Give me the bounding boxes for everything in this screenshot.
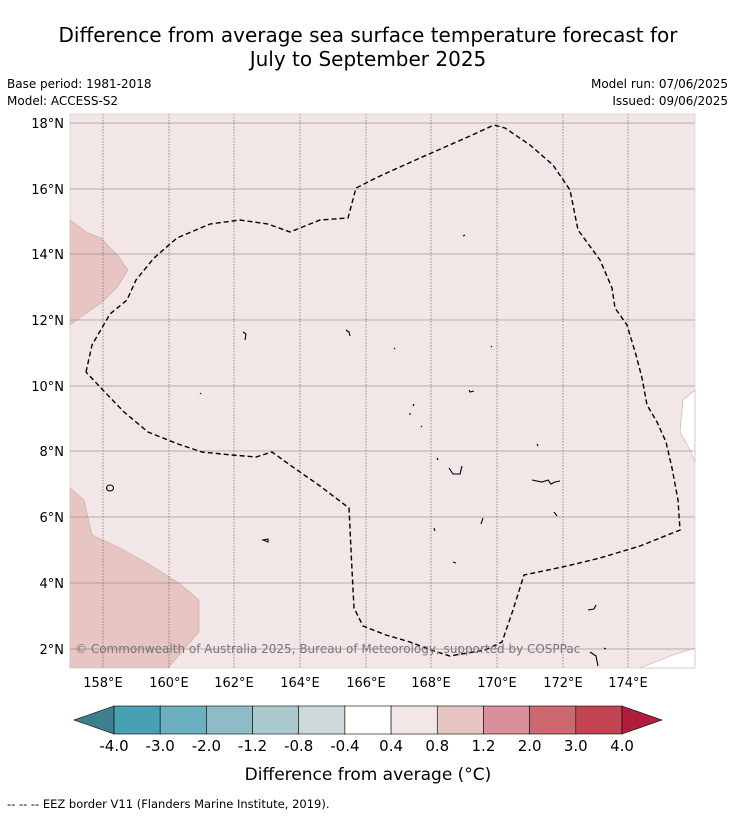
chart-title-line2: July to September 2025: [249, 47, 487, 71]
island-outline: [468, 389, 475, 393]
colorbar: -4.0 -3.0 -2.0 -1.2 -0.8 -0.4 0.4 0.8 1.2 2.0 3.0 4…: [73, 705, 663, 755]
model-name: Model: ACCESS-S2: [7, 94, 119, 108]
island-outline: [553, 511, 558, 517]
lon-label: 168°E: [411, 676, 451, 691]
island-outline: [433, 527, 436, 532]
copyright-notice: © Commonwealth of Australia 2025, Bureau…: [75, 642, 580, 656]
colorbar-segment: [113, 705, 161, 735]
map-frame: [69, 113, 696, 669]
colorbar-label: Difference from average (°C): [245, 765, 492, 785]
colorbar-segment: [575, 705, 623, 735]
lon-label: 170°E: [477, 676, 517, 691]
colorbar-tick-label: 0.4: [379, 737, 403, 755]
map-background: [70, 114, 695, 668]
issued-date: Issued: 09/06/2025: [612, 94, 728, 108]
lon-label: 174°E: [608, 676, 648, 691]
lat-label: 12°N: [31, 314, 64, 329]
colorbar-tick-label: -0.8: [284, 737, 313, 755]
eez-border-note: -- -- -- EEZ border V11 (Flanders Marine…: [7, 797, 329, 811]
lon-label: 166°E: [346, 676, 386, 691]
latitude-axis: 18°N 16°N 14°N 12°N 10°N 8°N 6°N 4°N 2°N: [31, 117, 64, 658]
colorbar-extend-high: [621, 705, 663, 735]
island-outline: [531, 479, 561, 485]
lon-label: 164°E: [280, 676, 320, 691]
colorbar-tick-label: -0.4: [330, 737, 359, 755]
colorbar-segment: [298, 705, 346, 735]
island-outline: [589, 651, 599, 667]
island-outline: [261, 538, 269, 543]
lon-label: 172°E: [543, 676, 583, 691]
anomaly-region-west-upper: [69, 219, 129, 326]
island-outline: [420, 425, 423, 428]
island-outline: [536, 443, 539, 447]
island-outline: [490, 345, 493, 348]
island-outline: [452, 561, 457, 564]
island-outline: [448, 465, 463, 475]
island-outline: [462, 234, 466, 237]
island-outline: [393, 347, 396, 350]
lat-label: 14°N: [31, 248, 64, 263]
island-outline: [603, 647, 607, 650]
longitude-axis: 158°E 160°E 162°E 164°E 166°E 168°E 170°…: [83, 676, 648, 691]
colorbar-extend-low: [73, 705, 115, 735]
lat-label: 16°N: [31, 183, 64, 198]
colorbar-segment: [529, 705, 577, 735]
lat-label: 18°N: [31, 117, 64, 132]
colorbar-tick-label: -2.0: [192, 737, 221, 755]
lat-label: 6°N: [40, 511, 65, 526]
colorbar-segment: [252, 705, 300, 735]
colorbar-segment: [436, 705, 484, 735]
lat-label: 10°N: [31, 380, 64, 395]
island-outline: [242, 331, 247, 341]
lon-label: 160°E: [149, 676, 189, 691]
colorbar-segment: [159, 705, 207, 735]
lat-label: 4°N: [40, 577, 65, 592]
colorbar-tick-label: 2.0: [518, 737, 542, 755]
islands: [105, 234, 607, 667]
island-outline: [345, 329, 351, 337]
latitude-gridlines: [70, 122, 695, 650]
eez-border: [85, 124, 681, 657]
lat-label: 2°N: [40, 643, 65, 658]
colorbar-tick-label: 4.0: [610, 737, 634, 755]
island-outline: [199, 392, 202, 395]
base-period: Base period: 1981-2018: [7, 77, 152, 91]
colorbar-segment: [390, 705, 438, 735]
colorbar-tick-label: 1.2: [472, 737, 496, 755]
lon-label: 162°E: [214, 676, 254, 691]
colorbar-segment: [344, 705, 392, 735]
colorbar-tick-label: -1.2: [238, 737, 267, 755]
lat-label: 8°N: [40, 445, 65, 460]
colorbar-tick-label: -4.0: [99, 737, 128, 755]
island-outline: [436, 457, 439, 461]
lon-label: 158°E: [83, 676, 123, 691]
island-outline: [105, 484, 115, 492]
model-run: Model run: 07/06/2025: [590, 77, 728, 91]
colorbar-tick-label: -3.0: [146, 737, 175, 755]
chart-title-line1: Difference from average sea surface temp…: [58, 23, 678, 47]
island-outline: [587, 604, 597, 611]
island-outline: [412, 403, 415, 407]
colorbar-segment: [206, 705, 253, 735]
colorbar-tick-label: 0.8: [425, 737, 449, 755]
island-outline: [480, 517, 484, 525]
colorbar-segment: [483, 705, 530, 735]
colorbar-tick-label: 3.0: [564, 737, 588, 755]
